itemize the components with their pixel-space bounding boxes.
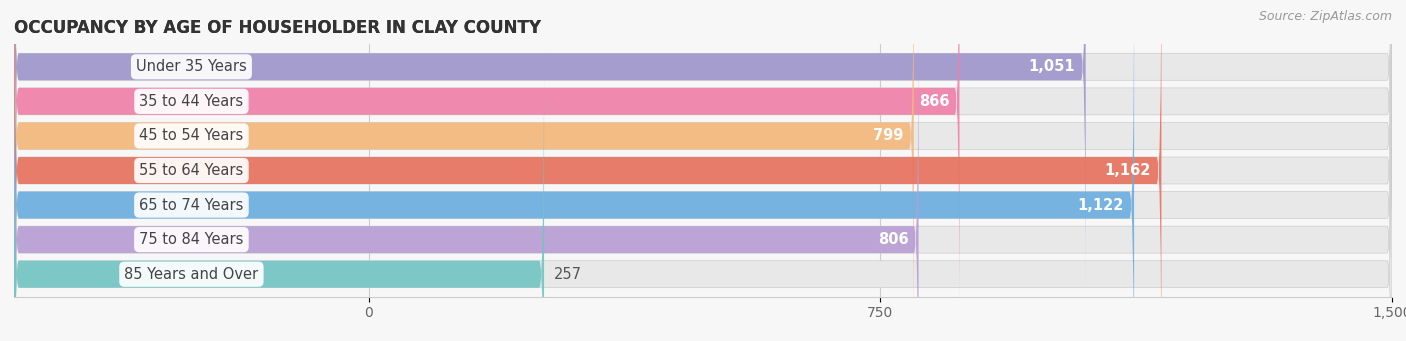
- FancyBboxPatch shape: [14, 0, 1085, 296]
- FancyBboxPatch shape: [14, 0, 1135, 341]
- Text: Under 35 Years: Under 35 Years: [136, 59, 247, 74]
- FancyBboxPatch shape: [14, 0, 1392, 341]
- Text: 85 Years and Over: 85 Years and Over: [124, 267, 259, 282]
- FancyBboxPatch shape: [14, 11, 918, 341]
- FancyBboxPatch shape: [14, 0, 1392, 330]
- Text: 45 to 54 Years: 45 to 54 Years: [139, 129, 243, 144]
- Text: 806: 806: [877, 232, 908, 247]
- FancyBboxPatch shape: [14, 11, 1392, 341]
- FancyBboxPatch shape: [14, 0, 959, 330]
- FancyBboxPatch shape: [14, 0, 1392, 296]
- Text: 1,122: 1,122: [1077, 197, 1123, 212]
- Text: 257: 257: [554, 267, 582, 282]
- Text: 1,162: 1,162: [1105, 163, 1152, 178]
- Text: OCCUPANCY BY AGE OF HOUSEHOLDER IN CLAY COUNTY: OCCUPANCY BY AGE OF HOUSEHOLDER IN CLAY …: [14, 19, 541, 37]
- FancyBboxPatch shape: [14, 45, 1392, 341]
- Text: 35 to 44 Years: 35 to 44 Years: [139, 94, 243, 109]
- FancyBboxPatch shape: [14, 45, 544, 341]
- Text: 866: 866: [918, 94, 949, 109]
- Text: 65 to 74 Years: 65 to 74 Years: [139, 197, 243, 212]
- FancyBboxPatch shape: [14, 0, 1392, 341]
- Text: 55 to 64 Years: 55 to 64 Years: [139, 163, 243, 178]
- Text: 799: 799: [873, 129, 904, 144]
- Text: Source: ZipAtlas.com: Source: ZipAtlas.com: [1258, 10, 1392, 23]
- FancyBboxPatch shape: [14, 0, 914, 341]
- FancyBboxPatch shape: [14, 0, 1392, 341]
- FancyBboxPatch shape: [14, 0, 1161, 341]
- Text: OCCUPANCY BY AGE OF HOUSEHOLDER IN CLAY COUNTY: OCCUPANCY BY AGE OF HOUSEHOLDER IN CLAY …: [14, 19, 541, 38]
- Text: 1,051: 1,051: [1029, 59, 1076, 74]
- Text: 75 to 84 Years: 75 to 84 Years: [139, 232, 243, 247]
